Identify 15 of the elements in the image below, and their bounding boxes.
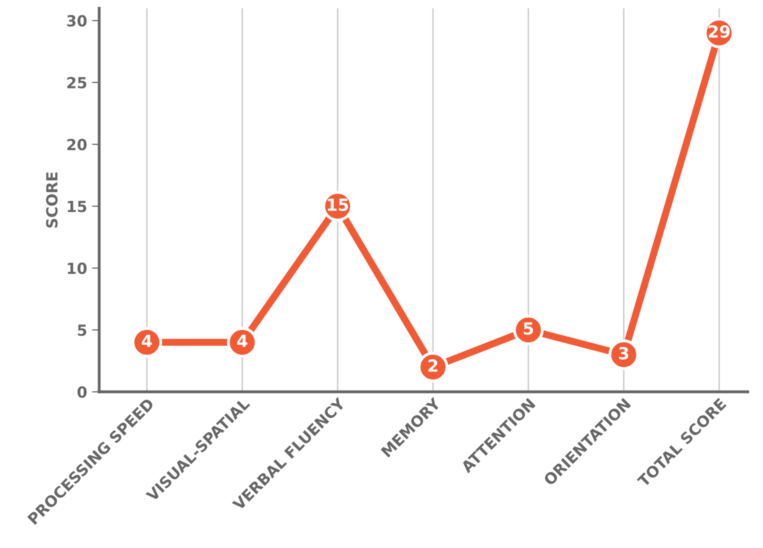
y-axis-title: SCORE <box>46 172 58 228</box>
data-label: 3 <box>619 346 628 360</box>
data-label: 5 <box>524 322 534 335</box>
y-tick-label: 30 <box>67 15 87 27</box>
y-tick-label: 25 <box>67 76 86 88</box>
data-label: 15 <box>328 198 348 212</box>
data-label: 2 <box>428 359 438 372</box>
data-label: 29 <box>708 25 730 38</box>
data-label: 4 <box>237 334 248 347</box>
y-tick-label: 0 <box>77 386 87 398</box>
y-tick-label: 20 <box>67 138 87 150</box>
data-label: 4 <box>142 334 152 347</box>
y-tick-label: 10 <box>68 262 87 274</box>
y-tick-label: 15 <box>68 200 86 212</box>
y-tick-label: 5 <box>78 324 86 336</box>
